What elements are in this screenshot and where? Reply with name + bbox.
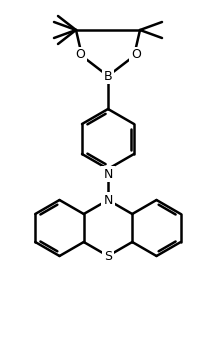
Text: O: O — [75, 48, 85, 62]
Text: O: O — [131, 48, 141, 62]
Text: N: N — [103, 167, 113, 181]
Text: S: S — [104, 250, 112, 263]
Text: B: B — [104, 69, 112, 82]
Text: S: S — [104, 250, 112, 263]
Text: N: N — [103, 194, 113, 206]
Text: N: N — [103, 194, 113, 206]
